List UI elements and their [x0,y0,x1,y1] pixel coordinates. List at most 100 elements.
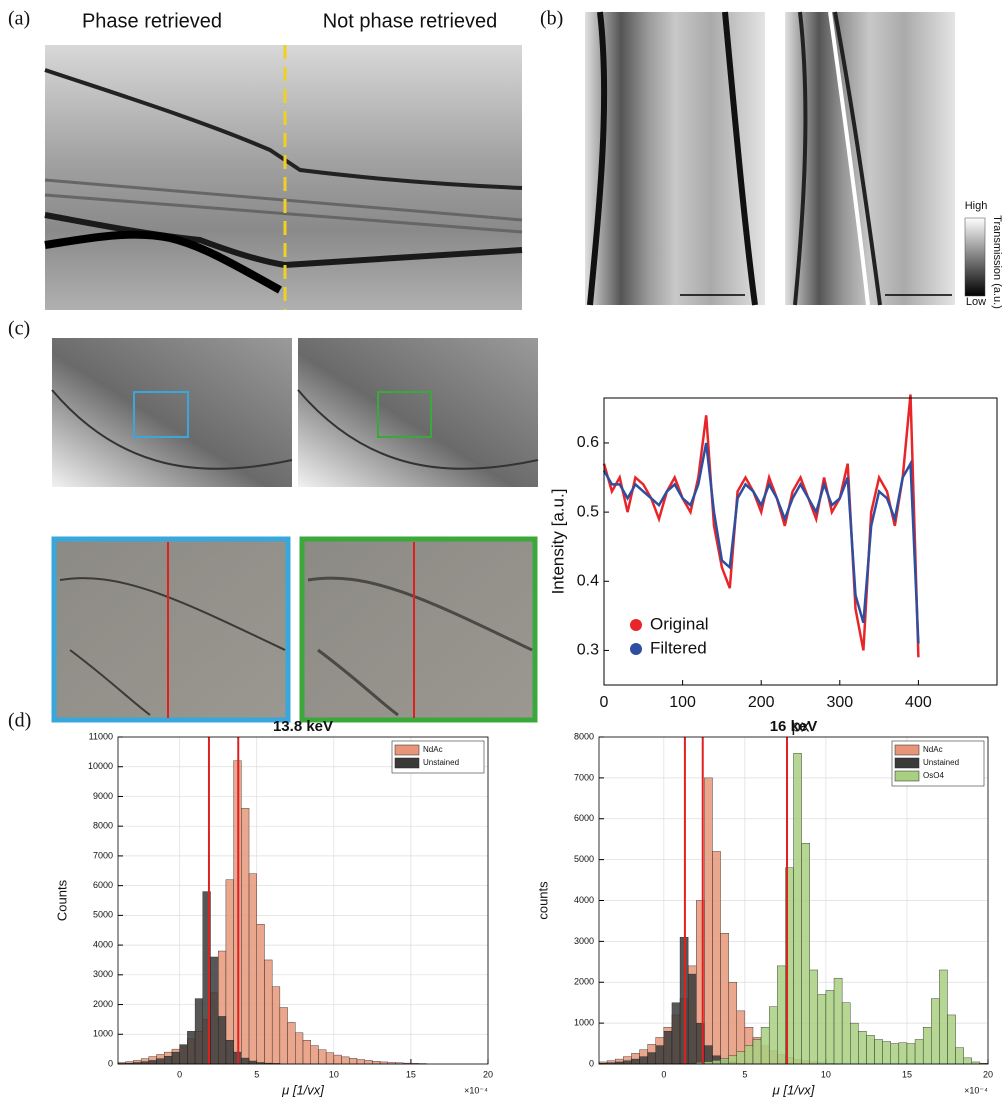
histogram-bar [875,1039,883,1064]
y-tick-label: 6000 [574,813,594,823]
panel-label: (c) [8,318,30,340]
histogram-bar [264,960,272,1064]
legend-swatch [895,771,919,781]
y-tick-label: 0.6 [577,434,599,451]
histogram-bar [272,987,280,1064]
x-tick-label: 400 [905,694,932,711]
histogram-bar [648,1053,656,1064]
y-tick-label: 4000 [574,895,594,905]
histogram-bar [761,1027,769,1064]
x-tick-label: 15 [406,1069,416,1079]
histogram-bar [241,1058,249,1064]
histogram-bar [737,1052,745,1064]
y-tick-label: 5000 [574,854,594,864]
legend-label: OsO4 [923,771,944,780]
legend-swatch [895,758,919,768]
histogram-bar [777,966,785,1064]
histogram-bar [172,1052,180,1064]
legend-marker [630,619,642,631]
y-tick-label: 0.3 [577,642,599,659]
x-tick-label: 10 [329,1069,339,1079]
x-tick-label: 20 [983,1069,993,1079]
y-tick-label: 0.4 [577,572,599,589]
histogram-bar [891,1044,899,1064]
histogram-bar [195,999,203,1064]
x-multiplier: ×10⁻⁴ [464,1085,488,1095]
histogram-bar [211,957,219,1064]
x-axis-label: μ [1/vx] [281,1082,324,1097]
histogram-bar [164,1056,172,1064]
x-tick-label: 5 [742,1069,747,1079]
histogram-bar [326,1053,334,1064]
histogram-bar [802,843,810,1064]
y-axis-label: Counts [54,879,69,921]
y-tick-label: 11000 [89,731,113,741]
histogram-bar [704,778,712,1064]
histogram-bar [249,874,257,1064]
histogram-bar [334,1055,342,1064]
y-tick-label: 5000 [93,910,113,920]
y-tick-label: 9000 [93,791,113,801]
x-tick-label: 0 [177,1069,182,1079]
histogram: 0100020003000400050006000700080000510152… [535,718,993,1097]
plot-frame [118,737,488,1064]
histogram-bar [342,1057,350,1064]
histogram-bar [640,1057,648,1064]
histogram-bar [318,1050,326,1064]
histogram-bar [257,924,265,1064]
histogram-bar [745,1046,753,1064]
histogram-bar [753,1039,761,1064]
histogram-bar [721,933,729,1064]
legend-label: NdAc [423,745,443,754]
histogram: 0100020003000400050006000700080009000100… [54,718,493,1097]
y-tick-label: 2000 [574,977,594,987]
histogram-bar [769,1007,777,1064]
histogram-bar [729,1056,737,1064]
histogram-bar [226,880,234,1064]
y-tick-label: 1000 [93,1029,113,1039]
x-tick-label: 300 [826,694,853,711]
y-tick-label: 0.5 [577,503,599,520]
x-tick-label: 0 [661,1069,666,1079]
histogram-bar [810,970,818,1064]
x-tick-label: 10 [821,1069,831,1079]
histogram-bar [956,1048,964,1064]
histogram-bar [915,1039,923,1064]
colorbar-label: Low [966,296,986,308]
x-tick-label: 15 [902,1069,912,1079]
histogram-bar [656,1046,664,1064]
panel-label: (b) [540,8,563,30]
image-a [45,45,522,310]
panel-label: (a) [8,8,30,30]
y-tick-label: 0 [589,1058,594,1068]
x-tick-label: 100 [669,694,696,711]
image-c [52,338,538,720]
y-tick-label: 6000 [93,880,113,890]
x-multiplier: ×10⁻⁴ [964,1085,988,1095]
y-tick-label: 0 [108,1058,113,1068]
legend-label: NdAc [923,745,943,754]
histogram-bar [834,978,842,1064]
histogram-bar [288,1022,296,1064]
page: {"panels": { "a": {"label": "(a)", "left… [0,0,1005,1108]
histogram-bar [712,1060,720,1064]
histogram-bar [923,1027,931,1064]
legend-marker [630,643,642,655]
data-line [604,443,918,644]
histogram-bar [866,1035,874,1064]
histogram-bar [180,1045,188,1064]
legend-label: Filtered [650,638,707,657]
legend-swatch [895,745,919,755]
histogram-bar [218,1016,226,1064]
figure: (a) Phase retrieved Not phase retrieved … [0,0,1005,1108]
histogram-bar [721,1059,729,1064]
histogram-bar [372,1061,380,1064]
y-tick-label: 4000 [93,939,113,949]
histogram-bar [365,1060,373,1064]
histogram-bar [704,1046,712,1064]
histogram-bar [939,970,947,1064]
histogram-bar [858,1031,866,1064]
histogram-bar [311,1046,319,1064]
histogram-bar [226,1040,234,1064]
